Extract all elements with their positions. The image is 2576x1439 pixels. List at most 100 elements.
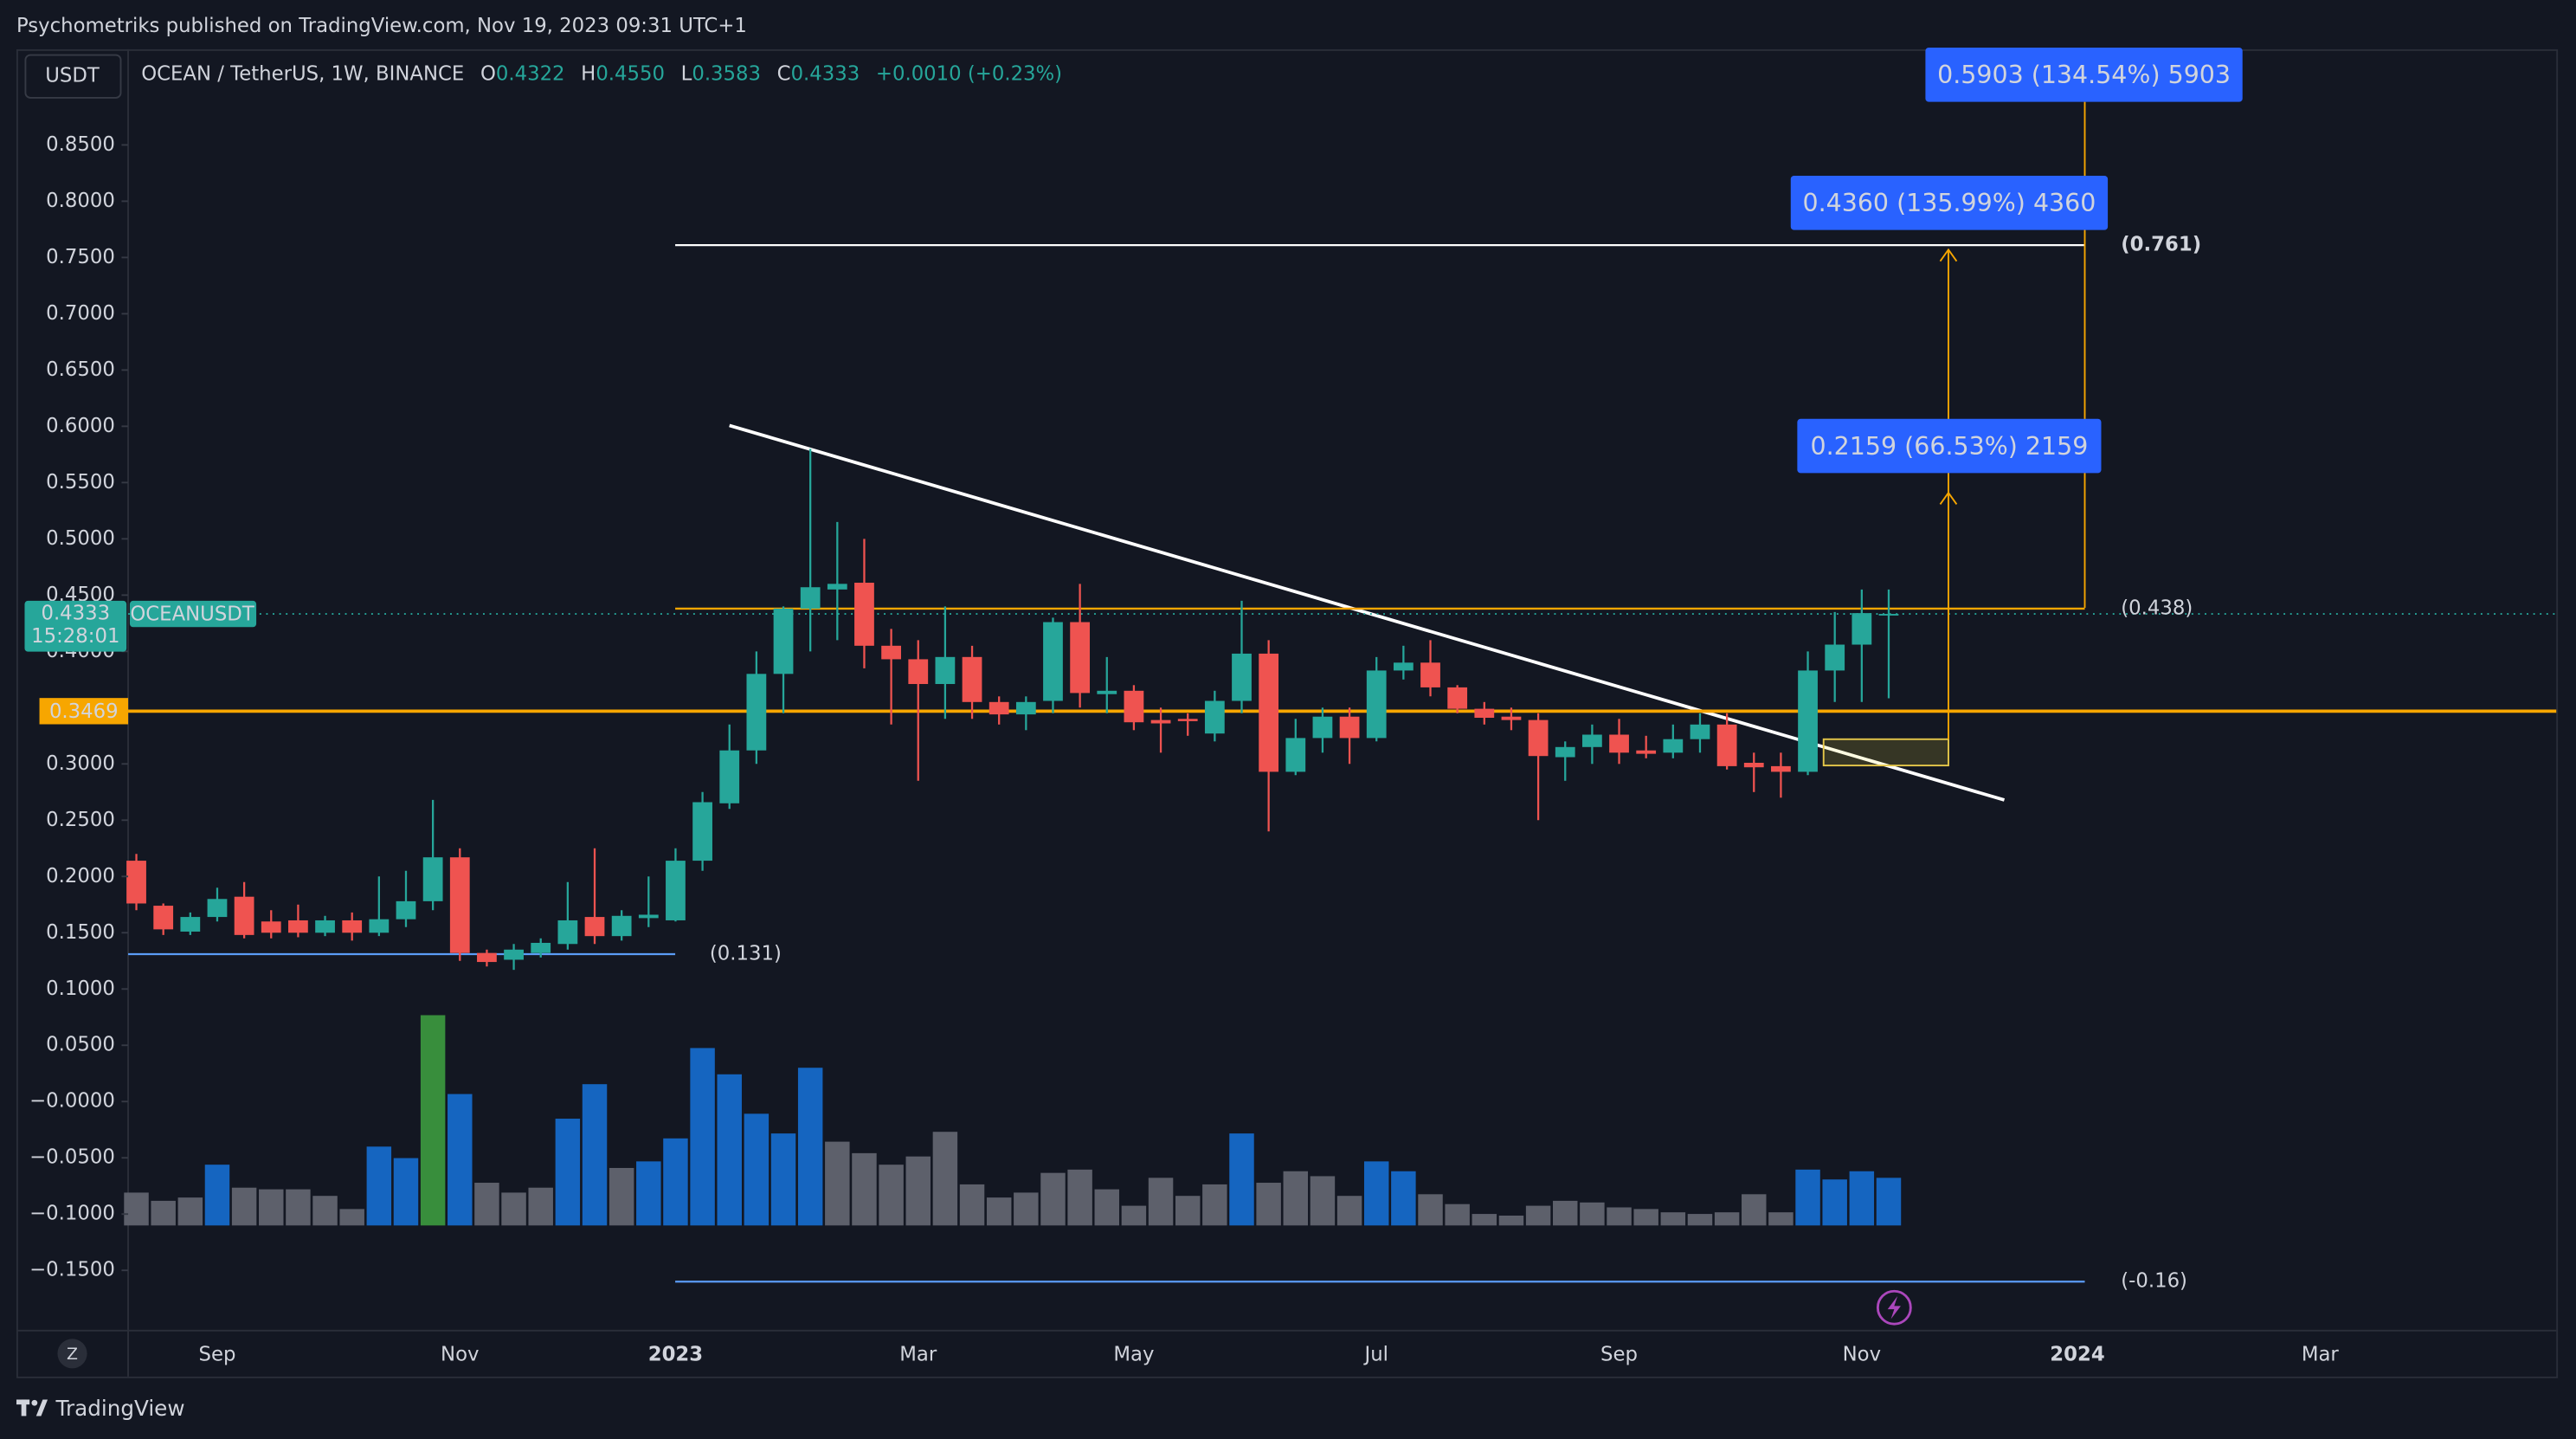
- volume-bar: [609, 1167, 634, 1226]
- chart-frame: [16, 48, 2559, 1378]
- candle-body: [1771, 765, 1791, 772]
- timezone-label[interactable]: Z: [67, 1345, 78, 1364]
- currency-button[interactable]: [24, 54, 122, 99]
- timezone-button[interactable]: [57, 1339, 87, 1369]
- publisher: Psychometriks published on TradingView.c…: [16, 15, 747, 37]
- candle-body: [261, 921, 281, 933]
- volume-bar: [1418, 1194, 1443, 1226]
- volume-bar: [448, 1094, 473, 1226]
- volume-bar: [636, 1161, 661, 1226]
- measure-label: 0.2159 (66.53%) 2159: [1811, 432, 2089, 461]
- volume-bar: [339, 1209, 364, 1226]
- candle-body: [126, 861, 146, 904]
- volume-bar: [231, 1187, 257, 1226]
- volume-bar: [151, 1200, 176, 1226]
- candle-body: [638, 914, 659, 919]
- candle-body: [1690, 724, 1710, 739]
- candle-body: [342, 920, 363, 933]
- chart-layer: [124, 243, 2557, 1283]
- symbol-tag: [129, 600, 257, 628]
- candle-body: [1366, 670, 1387, 739]
- alert-icon[interactable]: [1887, 1295, 1901, 1320]
- candle-body: [504, 949, 524, 960]
- candle-body: [746, 674, 767, 751]
- y-tick-label: 0.6000: [46, 415, 115, 437]
- alert-icon[interactable]: [1876, 1289, 1912, 1326]
- candle-body: [935, 656, 956, 685]
- volume-bar: [393, 1158, 419, 1226]
- volume-bar: [1795, 1169, 1820, 1226]
- volume-bar: [1742, 1194, 1767, 1226]
- volume-bar: [1687, 1214, 1713, 1226]
- volume-bar: [1283, 1171, 1309, 1226]
- measure-label: 0.4360 (135.99%) 4360: [1802, 189, 2096, 217]
- candle-body: [1798, 670, 1818, 772]
- volume-bar: [501, 1192, 526, 1226]
- volume-bar: [582, 1084, 608, 1226]
- volume-bar: [420, 1015, 446, 1226]
- price-line-tag: [39, 698, 129, 725]
- volume-bar: [1607, 1207, 1632, 1226]
- candle-body: [1339, 716, 1360, 739]
- candle-body: [1609, 734, 1629, 753]
- volume-bar: [825, 1141, 850, 1226]
- candle-body: [1474, 708, 1495, 719]
- legend-value: 0.4550: [596, 62, 665, 85]
- candle-body: [584, 917, 605, 937]
- candle-body: [1852, 613, 1872, 645]
- candle-body: [881, 645, 901, 660]
- candle-body: [1663, 739, 1684, 753]
- candle-body: [1177, 719, 1198, 721]
- y-tick-label: 0.5000: [46, 527, 115, 550]
- x-tick-label: Nov: [1843, 1344, 1881, 1366]
- last-price-label: 0.4333: [41, 603, 110, 625]
- candle-body: [1015, 701, 1036, 715]
- candle-body: [1501, 716, 1522, 720]
- volume-bar: [932, 1132, 958, 1226]
- x-tick-label: Nov: [441, 1344, 479, 1366]
- y-tick-label: 0.2000: [46, 865, 115, 887]
- level-label: (0.131): [710, 942, 782, 965]
- candle-body: [207, 899, 228, 918]
- candle-body: [962, 656, 982, 702]
- currency[interactable]: USDT: [45, 65, 100, 87]
- x-tick-label: Jul: [1362, 1344, 1388, 1366]
- candle-body: [827, 584, 847, 590]
- y-tick-label: 0.1500: [46, 921, 115, 944]
- candle-body: [531, 942, 551, 953]
- volume-bar: [770, 1133, 796, 1226]
- candle-body: [854, 583, 874, 646]
- volume-bar: [744, 1113, 770, 1226]
- volume-bar: [1040, 1172, 1066, 1226]
- volume-bar: [690, 1048, 715, 1226]
- symbol-title: OCEAN / TetherUS, 1W, BINANCE O0.4322 H0…: [141, 62, 1062, 85]
- candle-body: [800, 587, 821, 609]
- candle-body: [1393, 662, 1414, 671]
- candle-body: [234, 896, 254, 935]
- y-tick-label: 0.0500: [46, 1034, 115, 1056]
- volume-bar: [1310, 1176, 1336, 1226]
- candle-body: [557, 920, 578, 945]
- volume-bar: [1175, 1196, 1201, 1226]
- x-tick-label: 2024: [2050, 1344, 2104, 1366]
- volume-bar: [1768, 1212, 1794, 1226]
- candle-body: [692, 802, 712, 861]
- y-tick-label: −0.1500: [29, 1259, 115, 1281]
- trendline: [729, 423, 2006, 802]
- candle-body: [1555, 746, 1575, 758]
- volume-bar: [474, 1183, 499, 1226]
- candle-body: [1420, 662, 1440, 687]
- level-label: (0.761): [2121, 234, 2201, 256]
- volume-bar: [1580, 1202, 1605, 1226]
- y-tick-label: 0.7500: [46, 246, 115, 268]
- candle-body: [180, 917, 201, 932]
- symbol-label: OCEANUSDT: [130, 603, 254, 625]
- volume-bar: [1445, 1203, 1470, 1226]
- candle-body: [719, 750, 740, 803]
- volume-bar: [663, 1138, 688, 1226]
- candle-body: [1259, 653, 1279, 772]
- volume-bar: [259, 1189, 284, 1226]
- candle-body: [1204, 700, 1225, 734]
- volume-bar: [286, 1189, 311, 1226]
